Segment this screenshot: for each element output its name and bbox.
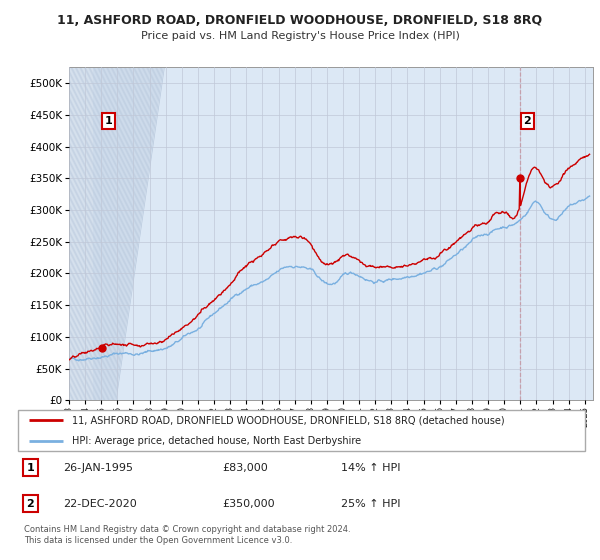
- Text: HPI: Average price, detached house, North East Derbyshire: HPI: Average price, detached house, Nort…: [72, 436, 361, 446]
- Text: 26-JAN-1995: 26-JAN-1995: [64, 463, 133, 473]
- Text: 11, ASHFORD ROAD, DRONFIELD WOODHOUSE, DRONFIELD, S18 8RQ (detached house): 11, ASHFORD ROAD, DRONFIELD WOODHOUSE, D…: [72, 416, 505, 426]
- Text: £350,000: £350,000: [222, 499, 275, 509]
- Text: 22-DEC-2020: 22-DEC-2020: [64, 499, 137, 509]
- Text: 11, ASHFORD ROAD, DRONFIELD WOODHOUSE, DRONFIELD, S18 8RQ: 11, ASHFORD ROAD, DRONFIELD WOODHOUSE, D…: [58, 14, 542, 27]
- Text: Price paid vs. HM Land Registry's House Price Index (HPI): Price paid vs. HM Land Registry's House …: [140, 31, 460, 41]
- Text: 25% ↑ HPI: 25% ↑ HPI: [341, 499, 401, 509]
- Text: £83,000: £83,000: [222, 463, 268, 473]
- Text: 1: 1: [26, 463, 34, 473]
- Text: 2: 2: [26, 499, 34, 509]
- Text: 2: 2: [523, 116, 531, 126]
- FancyBboxPatch shape: [18, 410, 585, 451]
- Text: 1: 1: [104, 116, 112, 126]
- Text: Contains HM Land Registry data © Crown copyright and database right 2024.
This d: Contains HM Land Registry data © Crown c…: [24, 525, 350, 545]
- Text: 14% ↑ HPI: 14% ↑ HPI: [341, 463, 401, 473]
